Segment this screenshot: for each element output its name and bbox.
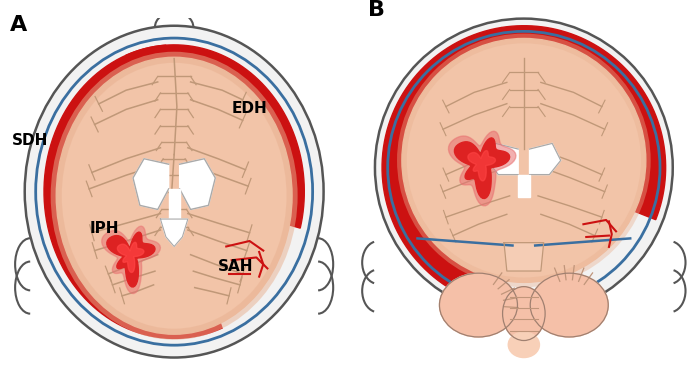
Polygon shape bbox=[44, 45, 222, 339]
Polygon shape bbox=[487, 143, 518, 175]
Polygon shape bbox=[502, 26, 666, 220]
Polygon shape bbox=[454, 138, 510, 198]
Polygon shape bbox=[102, 226, 161, 293]
Polygon shape bbox=[133, 159, 169, 210]
Text: EDH: EDH bbox=[232, 101, 267, 116]
Ellipse shape bbox=[402, 38, 646, 282]
Text: IPH: IPH bbox=[89, 221, 119, 236]
Text: A: A bbox=[10, 15, 27, 35]
Ellipse shape bbox=[24, 26, 324, 357]
Text: B: B bbox=[368, 0, 385, 20]
Polygon shape bbox=[449, 131, 516, 206]
Polygon shape bbox=[107, 232, 155, 287]
Polygon shape bbox=[179, 159, 215, 210]
Polygon shape bbox=[382, 28, 507, 308]
Ellipse shape bbox=[503, 286, 545, 340]
Ellipse shape bbox=[508, 332, 540, 358]
Polygon shape bbox=[126, 45, 304, 228]
Text: SDH: SDH bbox=[13, 133, 49, 148]
Polygon shape bbox=[117, 242, 144, 272]
Text: SAH: SAH bbox=[218, 259, 253, 274]
Polygon shape bbox=[468, 151, 496, 181]
Ellipse shape bbox=[375, 19, 673, 316]
Ellipse shape bbox=[530, 273, 608, 337]
Ellipse shape bbox=[440, 273, 517, 337]
Ellipse shape bbox=[57, 57, 292, 334]
Polygon shape bbox=[504, 243, 544, 271]
Polygon shape bbox=[161, 219, 188, 247]
Polygon shape bbox=[530, 143, 560, 175]
Polygon shape bbox=[169, 189, 179, 219]
Polygon shape bbox=[518, 175, 530, 197]
